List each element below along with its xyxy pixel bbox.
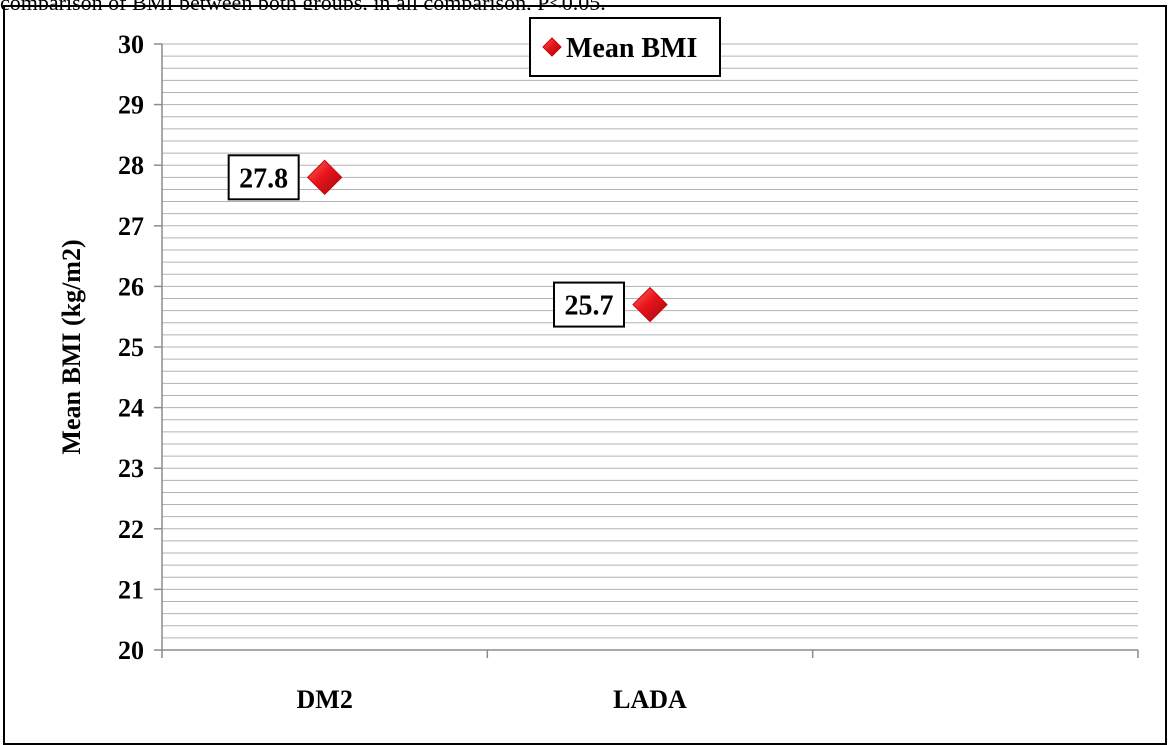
x-category-label: DM2 (297, 685, 353, 714)
data-point-marker (306, 159, 343, 196)
legend-diamond-icon (542, 37, 562, 57)
legend-label: Mean BMI (566, 33, 697, 64)
legend: Mean BMI (529, 17, 721, 77)
y-tick-labels: 20 21 22 23 24 25 26 27 28 29 30 (118, 30, 144, 665)
data-points: 27.8 25.7 (227, 154, 668, 328)
y-tick-label: 30 (118, 30, 144, 59)
y-tick-label: 20 (118, 636, 144, 665)
y-tick-label: 21 (118, 575, 144, 604)
y-axis-label: Mean BMI (kg/m2) (57, 239, 86, 454)
gridlines (162, 43, 1138, 639)
x-category-label: LADA (613, 685, 687, 714)
y-tick-label: 29 (118, 91, 144, 120)
y-tick-label: 24 (118, 394, 144, 423)
data-label-box (553, 281, 625, 328)
y-tick-label: 28 (118, 151, 144, 180)
legend-box (529, 17, 721, 77)
y-tick-label: 22 (118, 515, 144, 544)
data-point-marker (632, 286, 668, 323)
y-tick-label: 25 (118, 333, 144, 362)
y-tick-label: 27 (118, 212, 144, 241)
y-tick-label: 26 (118, 272, 144, 301)
data-label: 25.7 (565, 291, 614, 322)
y-tick-label: 23 (118, 454, 144, 483)
data-label-box (227, 154, 300, 201)
x-category-labels: DM2 LADA (297, 685, 688, 714)
axes (154, 43, 1139, 658)
data-label: 27.8 (239, 163, 288, 194)
